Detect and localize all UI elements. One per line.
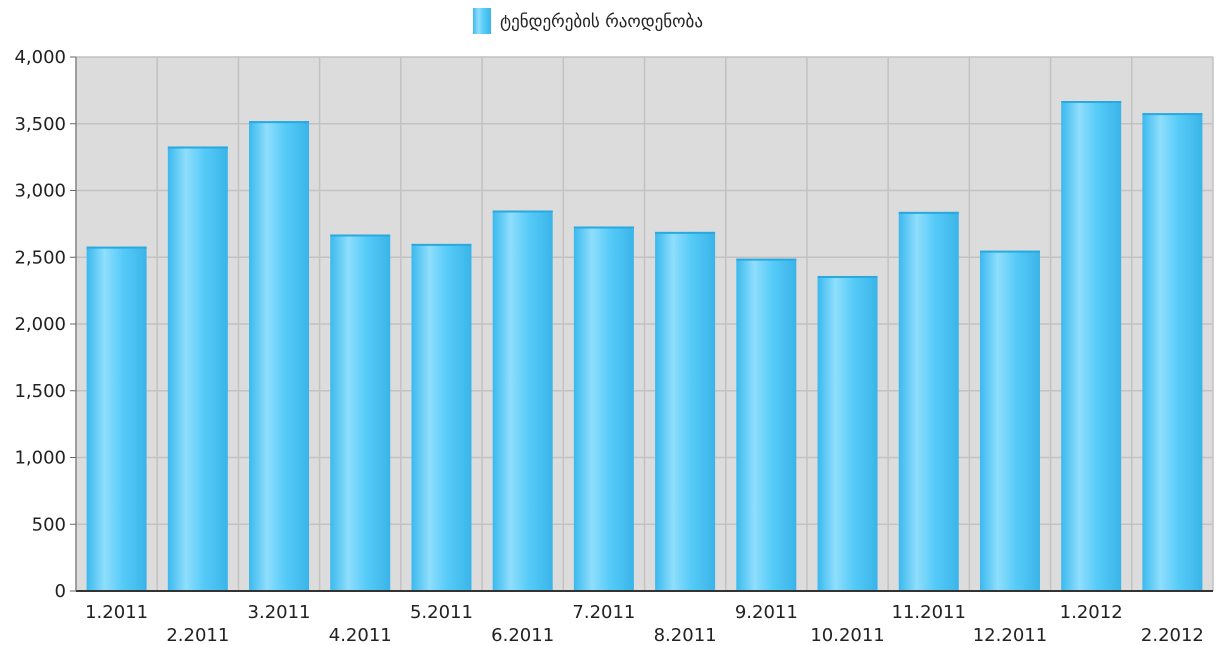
bar (330, 234, 391, 591)
y-tick-label: 500 (32, 514, 66, 535)
x-tick-label: 3.2011 (248, 602, 311, 623)
y-tick-label: 2,000 (14, 314, 66, 335)
x-tick-label: 2.2011 (166, 625, 229, 645)
bar (249, 121, 310, 591)
bar (1142, 113, 1203, 591)
y-axis-ticks: 0 500 1,000 1,500 2,000 2,500 3,000 3,500 4,000 (14, 47, 76, 602)
x-tick-label: 7.2011 (572, 602, 635, 623)
y-tick-label: 1,000 (14, 448, 66, 469)
bar (898, 211, 959, 592)
x-tick-label: 8.2011 (654, 625, 717, 645)
x-tick-label: 1.2012 (1060, 602, 1123, 623)
y-tick-label: 4,000 (14, 47, 66, 68)
x-tick-label: 5.2011 (410, 602, 473, 623)
bar (736, 258, 797, 591)
bar (817, 275, 878, 591)
y-tick-label: 1,500 (14, 381, 66, 402)
legend: ტენდერების რაოდენობა (473, 8, 703, 34)
x-tick-label: 6.2011 (491, 625, 554, 645)
bar (573, 226, 634, 592)
y-tick-label: 0 (55, 581, 66, 602)
bars (86, 101, 1203, 592)
bar (1061, 101, 1122, 592)
bar (979, 250, 1040, 591)
x-tick-label: 2.2012 (1141, 625, 1204, 645)
x-axis-ticks: 1.2011 2.2011 3.2011 4.2011 5.2011 6.2011 7.20… (85, 602, 1204, 645)
x-tick-label: 1.2011 (85, 602, 148, 623)
y-tick-label: 3,000 (14, 181, 66, 202)
y-tick-label: 3,500 (14, 114, 66, 135)
bar (655, 231, 716, 591)
legend-swatch (473, 8, 491, 34)
bar (167, 146, 228, 591)
x-tick-label: 12.2011 (973, 625, 1047, 645)
x-tick-label: 4.2011 (329, 625, 392, 645)
x-tick-label: 10.2011 (810, 625, 884, 645)
x-tick-label: 11.2011 (892, 602, 966, 623)
bar (492, 210, 553, 591)
bar (411, 243, 472, 591)
legend-label: ტენდერების რაოდენობა (500, 12, 703, 32)
bar (86, 246, 147, 591)
x-tick-label: 9.2011 (735, 602, 798, 623)
y-tick-label: 2,500 (14, 247, 66, 268)
